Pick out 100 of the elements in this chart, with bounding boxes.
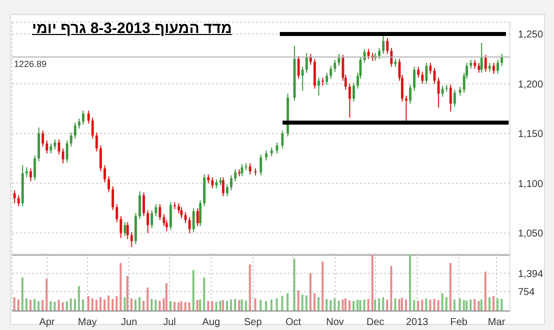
candlestick xyxy=(70,132,72,147)
candlestick xyxy=(265,150,268,161)
x-tick-label: 2013 xyxy=(406,317,429,328)
x-tick-label: May xyxy=(78,317,97,328)
candlestick xyxy=(338,53,340,66)
y-tick-label: 1,250 xyxy=(518,30,544,40)
x-tick-label: Feb xyxy=(450,317,468,328)
y-tick-label: 1,100 xyxy=(518,178,544,190)
candlestick xyxy=(348,83,351,118)
candlestick xyxy=(146,210,150,234)
candlestick xyxy=(87,110,90,124)
candlestick xyxy=(352,82,355,102)
candlestick xyxy=(484,54,487,72)
candlestick xyxy=(390,47,393,68)
x-tick-label: Jul xyxy=(163,317,176,328)
candlestick xyxy=(248,162,252,175)
candlestick xyxy=(409,84,412,104)
x-tick-label: Mar xyxy=(488,317,506,328)
candlestick xyxy=(74,122,76,139)
ref-line-label: 1226.89 xyxy=(14,58,47,69)
candlestick xyxy=(17,194,20,207)
candlestick xyxy=(25,166,28,178)
candlestick xyxy=(138,190,141,220)
candlestick xyxy=(142,192,145,217)
candlestick xyxy=(95,132,98,152)
candlestick xyxy=(260,154,262,176)
candlestick xyxy=(54,138,56,150)
x-tick-label: Sep xyxy=(244,317,262,328)
y-tick-label: 1,394 xyxy=(518,268,544,280)
candlestick xyxy=(150,210,154,229)
candlestick xyxy=(178,202,180,214)
candlestick xyxy=(91,117,94,139)
candlestick xyxy=(429,62,432,74)
candlestick xyxy=(405,95,408,122)
candlestick xyxy=(413,66,416,92)
candlestick xyxy=(82,110,84,126)
candlestick xyxy=(99,144,102,172)
candlestick xyxy=(78,118,80,130)
candlestick xyxy=(124,222,126,237)
candlestick xyxy=(130,232,133,248)
candlestick xyxy=(318,77,320,96)
candlestick xyxy=(421,71,424,84)
candlestick xyxy=(386,37,389,54)
candlestick xyxy=(367,48,370,60)
chart-title: מדד המעוף 8-3-2013 גרף יומי xyxy=(32,20,232,37)
candlestick xyxy=(453,89,456,108)
candlestick xyxy=(211,176,214,189)
candlestick xyxy=(112,186,114,211)
candlestick xyxy=(29,168,32,182)
x-tick-label: Nov xyxy=(326,317,344,328)
candlestick xyxy=(104,164,106,183)
candlestick xyxy=(126,222,129,240)
y-tick-label: 1,150 xyxy=(518,129,544,140)
candlestick xyxy=(120,216,122,239)
candlestick xyxy=(334,59,336,72)
candlestick xyxy=(305,52,308,74)
x-tick-label: Dec xyxy=(366,317,384,328)
candlestick xyxy=(330,65,332,80)
candlestick xyxy=(230,174,232,191)
candlestick xyxy=(108,176,110,193)
candlestick xyxy=(180,206,183,219)
candlestick xyxy=(382,35,385,54)
candlestick xyxy=(154,204,158,217)
candlestick xyxy=(478,62,480,74)
y-tick-label: 754 xyxy=(518,287,536,298)
candlestick xyxy=(500,53,503,66)
y-tick-label: 1,200 xyxy=(518,79,544,90)
candlestick xyxy=(50,142,52,154)
candlestick xyxy=(169,202,172,231)
candlestick xyxy=(226,184,228,197)
candlestick xyxy=(281,130,284,149)
candlestick xyxy=(449,84,452,112)
x-tick-label: Jun xyxy=(121,317,138,328)
candlestick xyxy=(158,204,162,221)
candlestick xyxy=(199,200,202,227)
candlestick xyxy=(46,140,48,154)
candlestick xyxy=(13,190,16,204)
candlestick xyxy=(309,53,312,66)
candlestick xyxy=(162,214,166,227)
candlestick xyxy=(297,55,300,80)
candlestick xyxy=(441,85,444,98)
candlestick xyxy=(313,58,316,90)
candlestick xyxy=(34,154,36,181)
candlestick xyxy=(326,72,328,86)
candlestick xyxy=(425,62,428,84)
x-tick-label: Apr xyxy=(39,317,56,328)
candlestick xyxy=(417,66,420,78)
candlestick xyxy=(480,42,483,74)
candlestick xyxy=(66,140,68,163)
candlestick xyxy=(492,62,495,74)
candlestick xyxy=(192,208,195,233)
x-tick-label: Oct xyxy=(286,317,302,328)
candlestick xyxy=(116,204,118,223)
candlestick xyxy=(222,176,224,197)
candlestick xyxy=(234,168,237,182)
y-tick-label: 1,050 xyxy=(518,228,544,240)
candlestick xyxy=(301,66,304,92)
candlestick xyxy=(496,59,499,74)
candlestick xyxy=(378,47,381,60)
candlestick xyxy=(196,208,199,227)
